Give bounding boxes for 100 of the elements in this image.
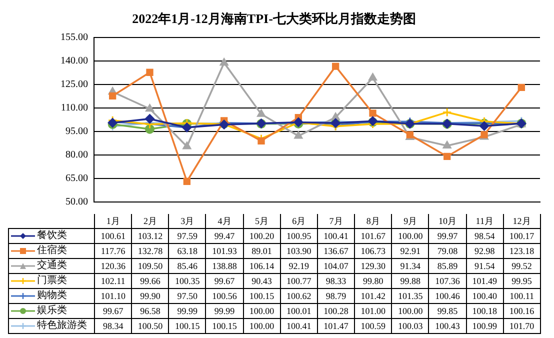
data-label: 102.11 bbox=[94, 274, 132, 288]
data-label: 98.54 bbox=[466, 228, 504, 244]
x-tick-label: 3月 bbox=[168, 214, 206, 228]
data-label: 100.59 bbox=[354, 318, 392, 334]
x-tick-label: 11月 bbox=[466, 214, 504, 228]
data-label: 100.40 bbox=[466, 288, 504, 304]
data-label: 101.00 bbox=[354, 304, 392, 318]
data-label: 96.58 bbox=[132, 304, 169, 318]
x-tick-label: 10月 bbox=[428, 214, 466, 228]
legend-label: 娱乐类 bbox=[37, 305, 67, 316]
data-label: 98.34 bbox=[94, 318, 132, 334]
legend-label: 交通类 bbox=[37, 260, 67, 271]
x-tick-label: 6月 bbox=[280, 214, 318, 228]
chart-title: 2022年1月-12月海南TPI-七大类环比月指数走势图 bbox=[132, 11, 416, 26]
x-tick-label: 7月 bbox=[317, 214, 355, 228]
legend-label: 餐饮类 bbox=[37, 230, 67, 241]
data-label: 106.73 bbox=[354, 244, 392, 258]
data-label: 100.20 bbox=[243, 228, 280, 244]
data-label: 101.67 bbox=[354, 228, 392, 244]
x-tick-label: 5月 bbox=[243, 214, 280, 228]
data-label: 136.67 bbox=[317, 244, 355, 258]
x-tick-label: 9月 bbox=[392, 214, 429, 228]
data-label: 99.85 bbox=[428, 304, 466, 318]
data-label: 99.97 bbox=[428, 228, 466, 244]
data-label: 99.99 bbox=[168, 304, 206, 318]
data-label: 101.49 bbox=[466, 274, 504, 288]
x-tick-label: 8月 bbox=[354, 214, 392, 228]
data-label: 100.77 bbox=[280, 274, 318, 288]
x-tick-label: 4月 bbox=[206, 214, 244, 228]
data-label: 138.88 bbox=[206, 258, 244, 274]
y-tick-label: 50.00 bbox=[66, 196, 88, 208]
data-label: 92.19 bbox=[280, 258, 318, 274]
data-label: 100.01 bbox=[280, 304, 318, 318]
data-label: 100.95 bbox=[280, 228, 318, 244]
data-label: 97.59 bbox=[168, 228, 206, 244]
data-label: 100.50 bbox=[132, 318, 169, 334]
data-label: 85.89 bbox=[428, 258, 466, 274]
data-label: 106.14 bbox=[243, 258, 280, 274]
data-label: 117.76 bbox=[94, 244, 132, 258]
data-label: 99.67 bbox=[94, 304, 132, 318]
y-tick-label: 140.00 bbox=[60, 56, 88, 67]
data-label: 99.52 bbox=[503, 258, 540, 274]
data-label: 100.00 bbox=[243, 304, 280, 318]
data-label: 103.12 bbox=[132, 228, 169, 244]
data-label: 99.90 bbox=[132, 288, 169, 304]
data-label: 120.36 bbox=[94, 258, 132, 274]
data-label: 100.15 bbox=[168, 318, 206, 334]
x-tick-label: 12月 bbox=[503, 214, 540, 228]
data-label: 132.78 bbox=[132, 244, 169, 258]
data-label: 107.36 bbox=[428, 274, 466, 288]
data-label: 100.00 bbox=[392, 304, 429, 318]
data-label: 100.56 bbox=[206, 288, 244, 304]
data-label: 100.28 bbox=[317, 304, 355, 318]
y-tick-label: 65.00 bbox=[66, 173, 88, 184]
y-tick-label: 155.00 bbox=[60, 32, 88, 44]
data-label: 98.33 bbox=[317, 274, 355, 288]
data-label: 100.41 bbox=[317, 228, 355, 244]
data-label: 104.07 bbox=[317, 258, 355, 274]
y-tick-label: 80.00 bbox=[66, 150, 88, 161]
data-label: 99.67 bbox=[206, 274, 244, 288]
data-label: 100.99 bbox=[466, 318, 504, 334]
data-label: 101.93 bbox=[206, 244, 244, 258]
data-label: 101.35 bbox=[392, 288, 429, 304]
data-label: 129.30 bbox=[354, 258, 392, 274]
legend-label: 购物类 bbox=[37, 290, 67, 301]
data-label: 100.17 bbox=[503, 228, 540, 244]
data-label: 99.66 bbox=[132, 274, 169, 288]
data-label: 100.62 bbox=[280, 288, 318, 304]
data-label: 100.18 bbox=[466, 304, 504, 318]
data-label: 100.00 bbox=[243, 318, 280, 334]
legend-label: 住宿类 bbox=[37, 245, 67, 256]
data-label: 91.34 bbox=[392, 258, 429, 274]
data-label: 99.99 bbox=[206, 304, 244, 318]
data-label: 79.08 bbox=[428, 244, 466, 258]
data-label: 100.16 bbox=[503, 304, 540, 318]
data-label: 98.79 bbox=[317, 288, 355, 304]
data-label: 90.43 bbox=[243, 274, 280, 288]
data-label: 101.70 bbox=[503, 318, 540, 334]
data-label: 101.10 bbox=[94, 288, 132, 304]
y-tick-label: 95.00 bbox=[66, 126, 88, 138]
data-label: 101.47 bbox=[317, 318, 355, 334]
data-label: 92.91 bbox=[392, 244, 429, 258]
data-label: 100.03 bbox=[392, 318, 429, 334]
data-label: 92.98 bbox=[466, 244, 504, 258]
data-label: 100.11 bbox=[503, 288, 540, 304]
data-label: 101.42 bbox=[354, 288, 392, 304]
data-label: 100.46 bbox=[428, 288, 466, 304]
data-label: 99.80 bbox=[354, 274, 392, 288]
data-label: 100.61 bbox=[94, 228, 132, 244]
legend-label: 门票类 bbox=[37, 275, 67, 286]
data-label: 109.50 bbox=[132, 258, 169, 274]
data-label: 89.01 bbox=[243, 244, 280, 258]
legend-label: 特色旅游类 bbox=[37, 320, 87, 331]
data-label: 99.47 bbox=[206, 228, 244, 244]
data-label: 91.54 bbox=[466, 258, 504, 274]
data-label: 100.41 bbox=[280, 318, 318, 334]
y-tick-label: 110.00 bbox=[60, 102, 88, 114]
data-label: 85.46 bbox=[168, 258, 206, 274]
data-label: 99.88 bbox=[392, 274, 429, 288]
data-label: 123.18 bbox=[503, 244, 540, 258]
